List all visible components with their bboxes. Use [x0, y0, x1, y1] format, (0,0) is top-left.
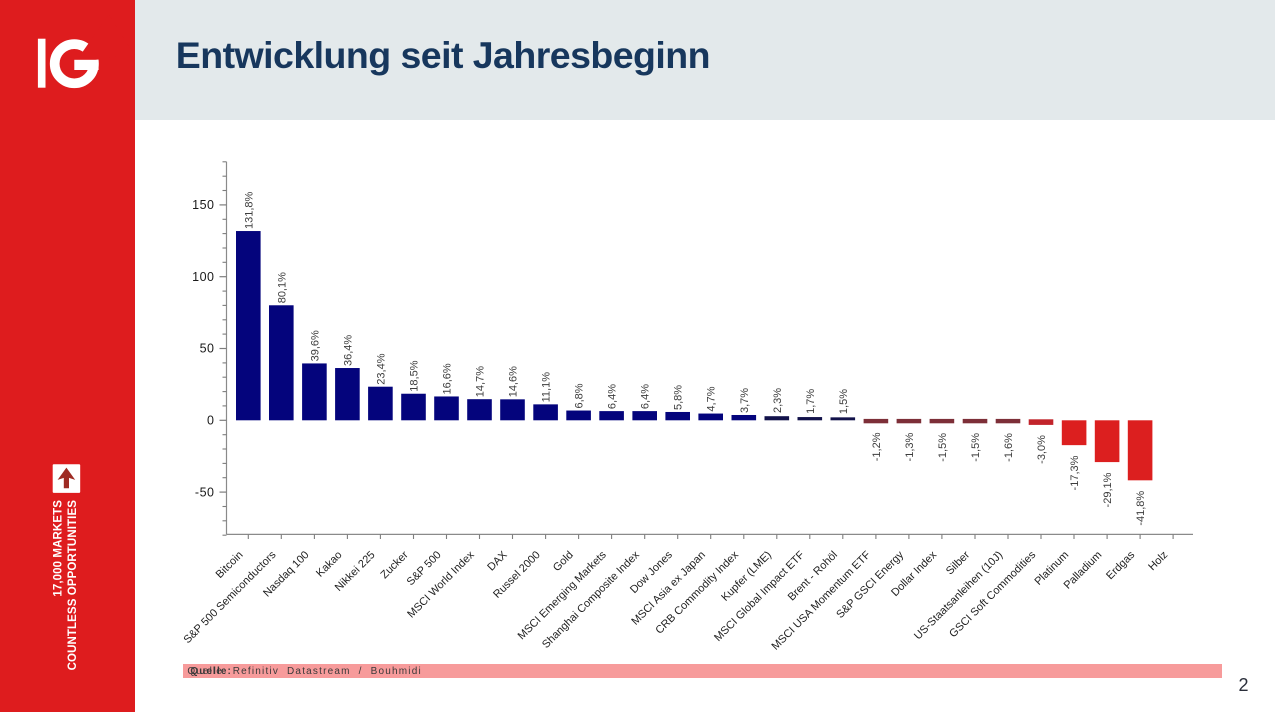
- svg-text:1,7%: 1,7%: [805, 389, 817, 414]
- svg-text:11,1%: 11,1%: [541, 372, 553, 403]
- svg-text:-1,5%: -1,5%: [970, 433, 982, 462]
- svg-text:-29,1%: -29,1%: [1102, 472, 1114, 507]
- svg-text:-1,6%: -1,6%: [1003, 433, 1015, 462]
- svg-text:6,4%: 6,4%: [640, 384, 652, 409]
- svg-text:2,3%: 2,3%: [772, 388, 784, 413]
- svg-text:-1,5%: -1,5%: [937, 433, 949, 462]
- svg-text:131,8%: 131,8%: [243, 191, 255, 229]
- svg-text:-3,0%: -3,0%: [1036, 435, 1048, 464]
- svg-text:39,6%: 39,6%: [309, 330, 321, 361]
- svg-text:14,6%: 14,6%: [508, 366, 520, 397]
- svg-text:Holz: Holz: [1146, 549, 1170, 573]
- svg-text:-50: -50: [195, 485, 215, 499]
- svg-text:17,000 MARKETS: 17,000 MARKETS: [53, 500, 65, 597]
- svg-text:0: 0: [207, 414, 214, 428]
- svg-text:5,8%: 5,8%: [673, 385, 685, 410]
- svg-text:3,7%: 3,7%: [739, 388, 751, 413]
- svg-text:6,8%: 6,8%: [574, 383, 586, 408]
- svg-text:Silber: Silber: [944, 549, 973, 578]
- svg-text:50: 50: [200, 342, 215, 356]
- svg-text:14,7%: 14,7%: [475, 366, 487, 397]
- svg-text:-41,8%: -41,8%: [1135, 491, 1147, 526]
- svg-text:COUNTLESS OPPORTUNITIES: COUNTLESS OPPORTUNITIES: [67, 500, 79, 671]
- svg-text:18,5%: 18,5%: [409, 360, 421, 391]
- svg-text:23,4%: 23,4%: [375, 353, 387, 384]
- svg-text:150: 150: [192, 198, 214, 212]
- svg-text:16,6%: 16,6%: [442, 363, 454, 394]
- svg-text:-1,3%: -1,3%: [904, 432, 916, 461]
- svg-text:-17,3%: -17,3%: [1069, 455, 1081, 490]
- svg-text:Bitcoin: Bitcoin: [214, 549, 246, 581]
- svg-text:4,7%: 4,7%: [706, 386, 718, 411]
- svg-text:1,5%: 1,5%: [838, 389, 850, 414]
- svg-text:Zucker: Zucker: [378, 549, 410, 581]
- svg-text:DAX: DAX: [485, 549, 510, 574]
- svg-text:-1,2%: -1,2%: [871, 432, 883, 461]
- svg-text:80,1%: 80,1%: [276, 272, 288, 303]
- svg-text:Kakao: Kakao: [314, 549, 345, 580]
- svg-text:6,4%: 6,4%: [607, 384, 619, 409]
- svg-text:100: 100: [192, 270, 214, 284]
- svg-text:36,4%: 36,4%: [342, 335, 354, 366]
- svg-text:Erdgas: Erdgas: [1104, 549, 1137, 582]
- svg-text:Gold: Gold: [551, 549, 576, 574]
